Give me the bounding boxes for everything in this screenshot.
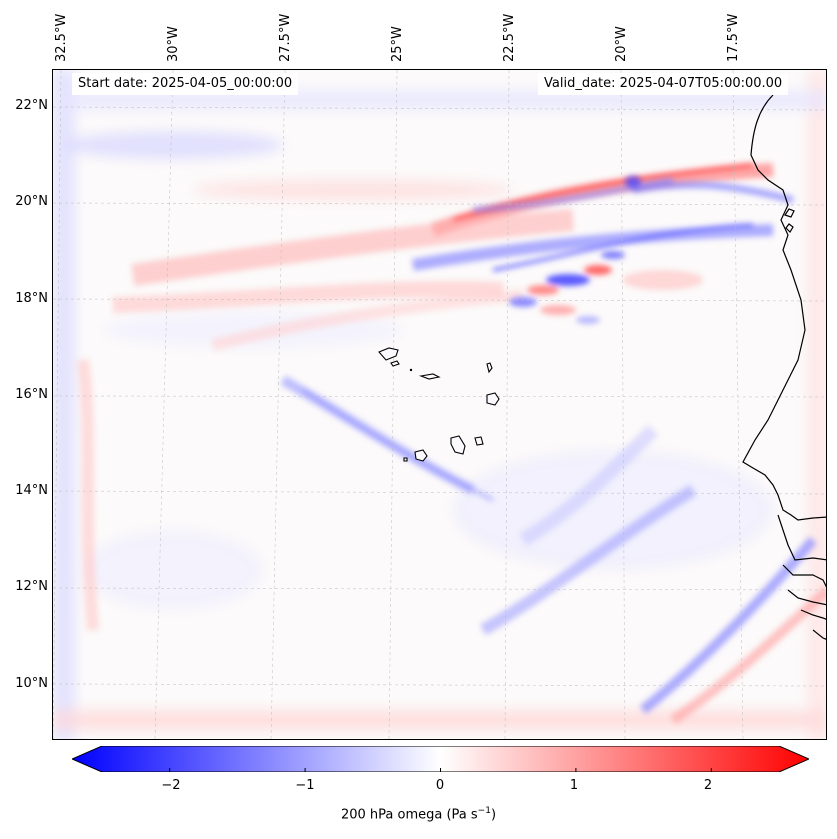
- lon-label-30w: 30°W: [166, 26, 181, 62]
- lat-label-22n: 22°N: [0, 98, 48, 113]
- lat-label-12n: 12°N: [0, 579, 48, 594]
- cbar-tick-0: 0: [436, 778, 444, 793]
- lat-label-16n: 16°N: [0, 387, 48, 402]
- colorbar-title-main: 200 hPa omega (Pa s: [341, 807, 478, 822]
- start-date-label: Start date: 2025-04-05_00:00:00: [72, 73, 298, 95]
- island-santa-luzia: [410, 369, 412, 371]
- cbar-tick-minus1: −1: [295, 778, 314, 793]
- cbar-tick-2: 2: [704, 778, 712, 793]
- colorbar-title-sup: −1: [478, 806, 491, 816]
- colorbar: [72, 746, 809, 772]
- lat-label-18n: 18°N: [0, 291, 48, 306]
- lon-label-27-5w: 27.5°W: [278, 14, 293, 62]
- lat-label-10n: 10°N: [0, 676, 48, 691]
- island-maio: [475, 437, 483, 445]
- lon-label-20w: 20°W: [614, 26, 629, 62]
- valid-date-label: Valid_date: 2025-04-07T05:00:00.00: [538, 73, 788, 95]
- island-brava: [404, 458, 407, 461]
- omega-field: [53, 70, 827, 740]
- colorbar-title: 200 hPa omega (Pa s−1): [0, 806, 837, 822]
- lat-label-14n: 14°N: [0, 483, 48, 498]
- lon-label-17-5w: 17.5°W: [726, 14, 741, 62]
- lat-label-20n: 20°N: [0, 194, 48, 209]
- cbar-tick-minus2: −2: [161, 778, 180, 793]
- lon-label-22-5w: 22.5°W: [502, 14, 517, 62]
- colorbar-title-end: ): [491, 807, 496, 822]
- lon-label-32-5w: 32.5°W: [54, 14, 69, 62]
- lon-label-25w: 25°W: [390, 26, 405, 62]
- omega-map: [52, 69, 827, 740]
- cbar-tick-1: 1: [570, 778, 578, 793]
